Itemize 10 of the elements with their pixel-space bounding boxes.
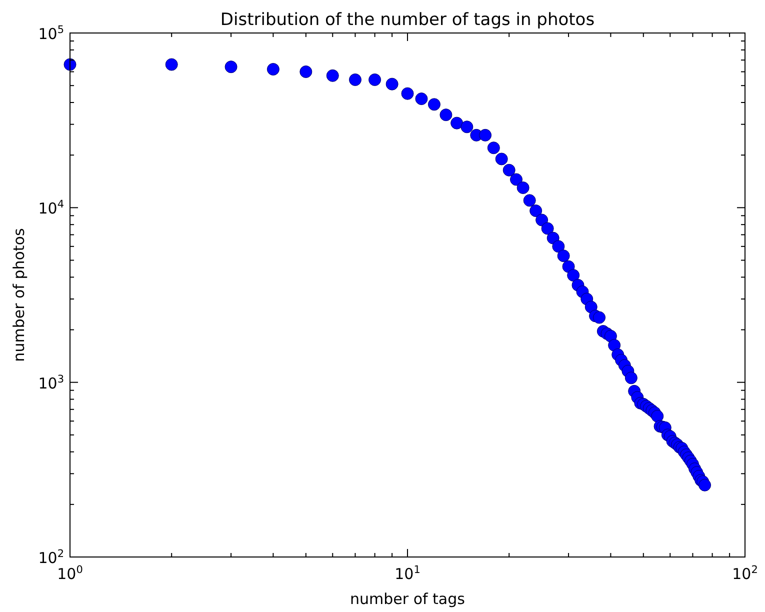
y-tick-label: 10$^{2}$ (38, 548, 64, 567)
x-tick-label: 10$^{2}$ (732, 564, 758, 583)
y-tick-label: 10$^{4}$ (38, 198, 64, 218)
x-axis-title: number of tags (350, 590, 466, 608)
y-tick-label: 10$^{3}$ (38, 373, 64, 392)
y-axis-title: number of photos (10, 228, 28, 362)
x-tick-label: 10$^{0}$ (57, 564, 83, 583)
x-tick-label: 10$^{1}$ (394, 564, 420, 583)
y-tick-label: 10$^{5}$ (38, 24, 64, 43)
chart-title: Distribution of the number of tags in photos (220, 10, 595, 30)
